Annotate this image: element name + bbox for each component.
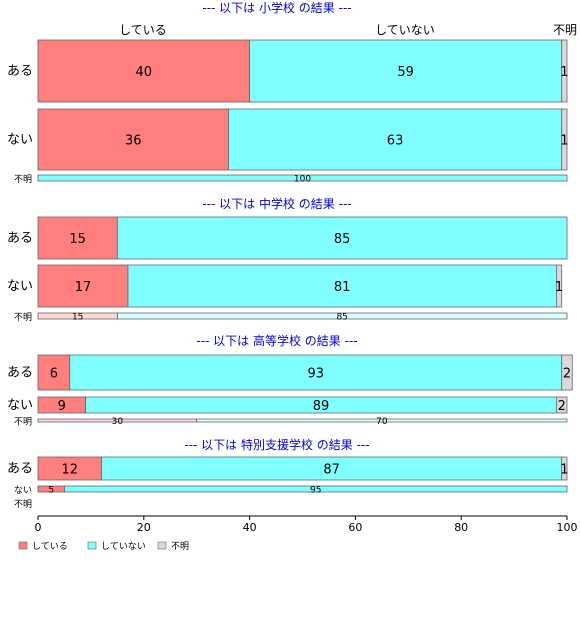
row-label: ない <box>14 485 32 496</box>
row-label: ある <box>7 366 33 381</box>
data-label: 85 <box>336 312 347 322</box>
x-tick-label: 20 <box>137 521 151 534</box>
bar-segment-していない <box>37 174 568 182</box>
bar-segment-不明 <box>561 354 573 391</box>
x-tick-label: 0 <box>35 521 42 534</box>
row-label: 不明 <box>14 312 32 323</box>
x-tick-label: 60 <box>348 521 362 534</box>
data-label: 1 <box>560 462 568 477</box>
bar-segment-していない <box>69 354 563 391</box>
data-label: 12 <box>61 462 78 477</box>
data-label: 30 <box>112 417 124 427</box>
data-label: 100 <box>294 174 311 184</box>
data-label: 15 <box>72 312 83 322</box>
panel-title: --- 以下は 中学校 の結果 --- <box>202 196 351 211</box>
column-header-3: 不明 <box>553 23 577 37</box>
bar-segment-していない <box>249 39 563 103</box>
legend-swatch-している <box>18 541 28 550</box>
data-label: 2 <box>563 366 571 381</box>
data-label: 9 <box>58 399 66 414</box>
legend-label: 不明 <box>171 541 189 552</box>
legend-label: している <box>32 541 68 552</box>
panel-title: --- 以下は 特別支援学校 の結果 --- <box>184 437 369 452</box>
row-label: ある <box>7 231 33 246</box>
data-label: 40 <box>136 65 153 80</box>
data-label: 87 <box>323 462 340 477</box>
bar-segment-している <box>37 354 71 391</box>
panel-title: --- 以下は 高等学校 の結果 --- <box>196 333 357 348</box>
data-label: 81 <box>334 280 351 295</box>
x-tick-label: 80 <box>454 521 468 534</box>
bar-segment-している <box>37 264 129 308</box>
data-label: 85 <box>334 232 351 247</box>
bar-segment-していない <box>196 418 568 423</box>
row-label: ない <box>7 133 33 148</box>
bar-segment-不明 <box>556 264 563 308</box>
bar-segment-不明 <box>561 39 568 103</box>
data-label: 2 <box>558 399 566 414</box>
data-label: 1 <box>560 133 568 148</box>
x-tick-label: 100 <box>557 521 578 534</box>
data-label: 59 <box>397 65 414 80</box>
data-label: 1 <box>560 65 568 80</box>
column-header-2: していない <box>375 23 435 37</box>
data-label: 5 <box>48 485 54 495</box>
data-label: 15 <box>69 232 86 247</box>
row-label: ある <box>7 64 33 79</box>
bar-segment-している <box>37 216 118 260</box>
bar-segment-不明 <box>561 456 568 481</box>
bar-segment-している <box>37 39 251 103</box>
data-label: 1 <box>555 280 563 295</box>
panel-title: --- 以下は 小学校 の結果 --- <box>202 0 351 15</box>
data-label: 6 <box>50 366 58 381</box>
data-label: 89 <box>313 399 330 414</box>
column-header-1: している <box>119 23 167 37</box>
data-label: 70 <box>376 417 388 427</box>
bar-segment-不明 <box>561 108 568 171</box>
x-tick-label: 40 <box>243 521 257 534</box>
row-label: 不明 <box>14 499 32 510</box>
legend-swatch-していない <box>87 541 97 550</box>
legend-label: していない <box>101 541 146 552</box>
data-label: 63 <box>387 133 404 148</box>
row-label: 不明 <box>14 417 32 428</box>
row-label: ある <box>7 462 33 477</box>
bar-segment-していない <box>228 108 563 171</box>
legend-swatch-不明 <box>157 541 167 550</box>
bar-segment-していない <box>64 485 568 493</box>
data-label: 95 <box>310 485 321 495</box>
bar-segment-していない <box>116 312 568 320</box>
data-label: 93 <box>307 366 324 381</box>
bar-segment-していない <box>116 216 568 260</box>
data-label: 36 <box>125 133 142 148</box>
data-label: 17 <box>75 280 92 295</box>
row-label: ない <box>7 279 33 294</box>
bar-segment-不明 <box>556 396 568 414</box>
row-label: 不明 <box>14 174 32 185</box>
row-label: ない <box>7 398 33 413</box>
